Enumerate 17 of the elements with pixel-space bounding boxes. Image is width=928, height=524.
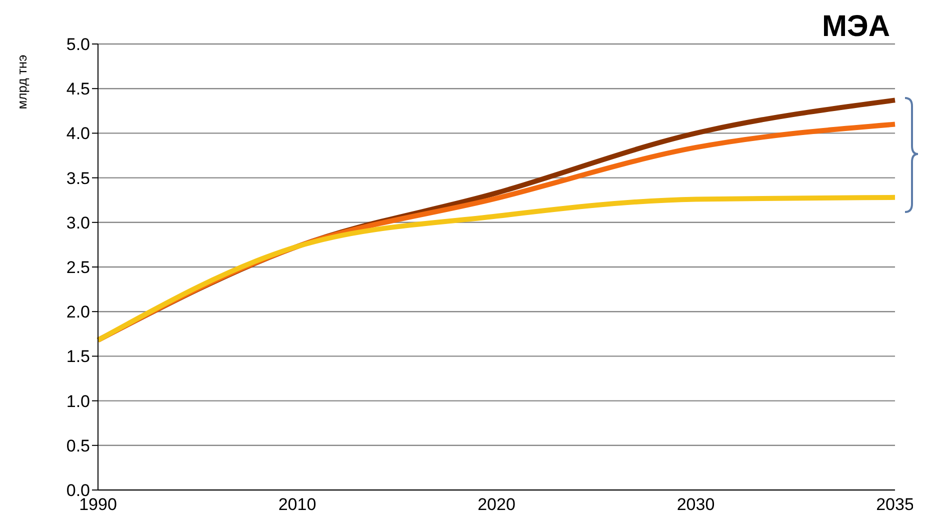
y-tick-label: 1.5: [66, 347, 90, 366]
x-tick-label: 2020: [478, 495, 516, 514]
y-tick-label: 3.5: [66, 168, 90, 188]
x-tick-label: 2035: [876, 495, 914, 514]
y-tick-label: 2.0: [66, 302, 90, 322]
y-axis-title: млрд тнэ: [14, 54, 30, 110]
y-tick-label: 2.5: [66, 258, 90, 278]
x-tick-label: 2030: [676, 495, 715, 514]
y-tick-label: 0.5: [66, 436, 90, 456]
y-tick-label: 5.0: [66, 35, 90, 54]
chart-title: МЭА: [822, 10, 890, 44]
y-tick-label: 3.0: [66, 213, 90, 232]
x-tick-label: 2010: [278, 495, 316, 514]
x-tick-label: 1990: [79, 495, 117, 514]
y-tick-label: 1.0: [66, 392, 90, 411]
y-tick-label: 4.0: [66, 124, 90, 144]
y-tick-label: 4.5: [66, 80, 90, 99]
